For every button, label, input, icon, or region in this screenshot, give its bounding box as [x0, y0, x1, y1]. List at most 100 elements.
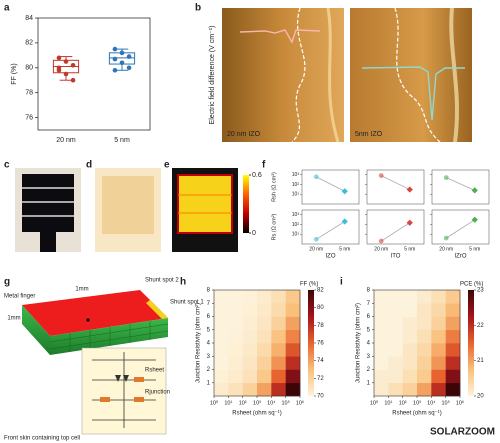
heat-cell [228, 382, 243, 397]
colorbar [468, 290, 474, 396]
axis-title: FF (%) [11, 63, 18, 84]
heat-cell [271, 369, 286, 384]
axis-title: Electric field difference (V cm⁻¹) [209, 26, 216, 125]
y-tick-label: 10³ [292, 172, 300, 178]
heat-cell [257, 316, 272, 331]
panel-label: h [180, 277, 186, 288]
mini-frame [366, 209, 425, 245]
heat-cell [285, 303, 301, 317]
heat-cell [402, 369, 418, 384]
heat-cell [271, 356, 286, 370]
heat-cell [214, 329, 229, 344]
x-tick-label: 10³ [253, 400, 261, 406]
afm-images [222, 7, 472, 143]
heat-cell [445, 316, 461, 331]
panel-label: a [4, 3, 10, 14]
diagram-label: Front skin containing top cell [4, 436, 80, 442]
x-tick-label: 10³ [413, 400, 421, 406]
data-point [112, 56, 118, 62]
heat-cell [214, 290, 229, 304]
heat-cell [417, 290, 432, 304]
heat-cell [445, 369, 461, 384]
x-tick-label: 20 nm [56, 137, 76, 144]
mini-frame [301, 169, 360, 205]
group-label: IZrO [455, 254, 467, 260]
diagram-label: Rjunction [145, 390, 170, 396]
heat-cell [431, 356, 446, 370]
y-tick-label: 4 [207, 341, 211, 347]
y-tick-label: 7 [367, 301, 371, 307]
heat-cell [431, 382, 446, 397]
heat-cell [228, 343, 243, 357]
colorbar-title: FF (%) [300, 282, 318, 288]
y-tick-label: 6 [367, 314, 371, 320]
colorbar-tick-label: 0.6 [252, 172, 262, 179]
colorbar-tick-label: 74 [317, 358, 324, 364]
heat-cell [388, 329, 403, 344]
heat-cell [285, 316, 301, 331]
heat-cell [257, 356, 272, 370]
y-tick-label: 10² [292, 182, 300, 188]
data-point [443, 235, 449, 241]
trend-line [446, 219, 475, 239]
data-point [56, 55, 62, 61]
heat-cell [242, 369, 258, 384]
data-point [471, 187, 478, 194]
x-tick-label: 10⁵ [441, 399, 449, 406]
heat-cell [402, 329, 418, 344]
x-tick-label: 10² [239, 400, 247, 406]
heat-cell [214, 303, 229, 317]
colorbar-tick-label: 70 [317, 394, 324, 400]
y-tick-label: 10¹ [292, 232, 300, 238]
heat-cell [271, 290, 286, 304]
heat-cell [388, 382, 403, 397]
data-point [313, 174, 319, 180]
y-tick-label: 10¹ [292, 192, 300, 198]
data-point [70, 77, 76, 83]
mini-frame [431, 169, 490, 205]
y-tick-label: 1 [207, 380, 211, 386]
panel-label: e [164, 160, 170, 171]
panel-label: d [86, 160, 92, 171]
group-label: IZO [326, 254, 336, 260]
data-point [70, 62, 76, 68]
y-tick-label: 3 [367, 354, 371, 360]
heat-cell [445, 343, 461, 357]
heat-cell [431, 329, 446, 344]
y-tick-label: 80 [25, 65, 33, 72]
heat-cell [257, 343, 272, 357]
diagram-label: Metal finger [4, 294, 35, 300]
axis-title: Junction Resistivity (ohm cm²) [356, 303, 362, 383]
heat-cell [374, 343, 389, 357]
heat-cell [214, 356, 229, 370]
heat-cell [417, 343, 432, 357]
axis-title: Rs (Ω cm²) [271, 213, 277, 240]
heat-cell [417, 369, 432, 384]
heat-cell [374, 356, 389, 370]
heat-cell [214, 369, 229, 384]
colorbar-tick-label: 78 [317, 323, 324, 329]
heat-cell [257, 369, 272, 384]
colorbar-tick-label: 80 [317, 305, 324, 311]
heat-cell [228, 290, 243, 304]
x-tick-label: 10⁴ [427, 399, 436, 406]
heat-cell [228, 356, 243, 370]
y-tick-label: 8 [207, 288, 211, 294]
heat-cell [402, 382, 418, 397]
device-photos [15, 168, 238, 252]
heat-cell [285, 382, 301, 397]
heat-cell [417, 303, 432, 317]
heat-cell [402, 343, 418, 357]
diagram-label: 1mm [7, 316, 20, 322]
y-tick-label: 2 [207, 367, 211, 373]
data-point [313, 236, 319, 242]
heat-cell [445, 329, 461, 344]
heat-cell [214, 316, 229, 331]
heat-cell [271, 303, 286, 317]
panel-label: c [4, 160, 10, 171]
data-point [378, 238, 384, 244]
x-tick-label: 20 nm [374, 246, 388, 252]
heat-cell [242, 316, 258, 331]
image-caption: 20 nm IZO [227, 131, 261, 138]
y-tick-label: 78 [25, 90, 33, 97]
